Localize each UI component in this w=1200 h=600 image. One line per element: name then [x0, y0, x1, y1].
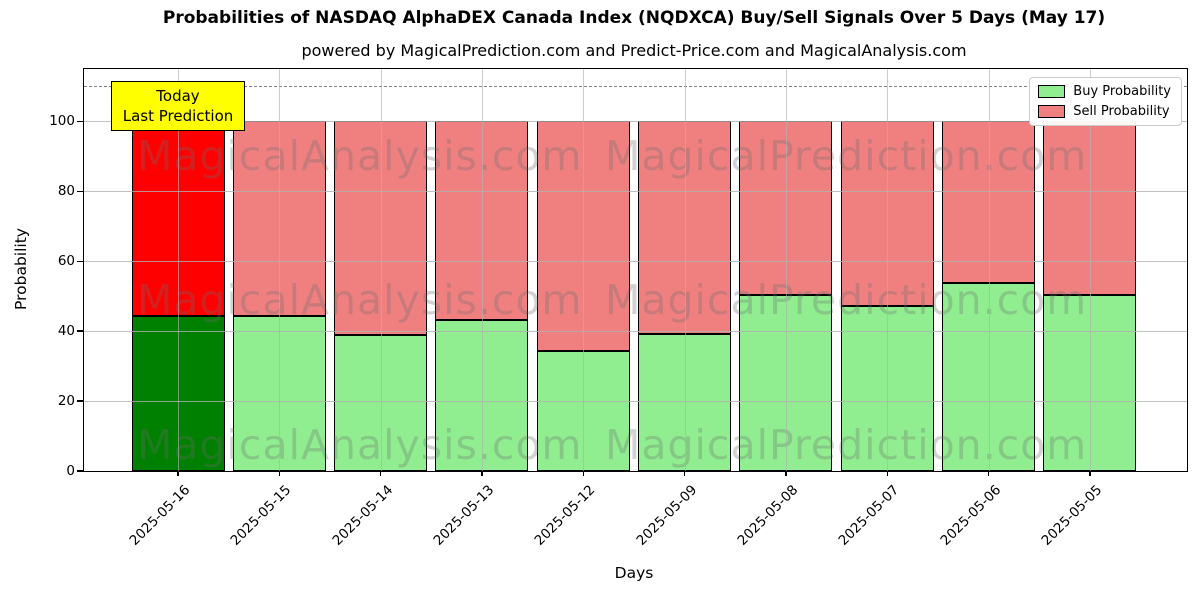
y-tick-mark	[76, 330, 83, 332]
x-tick-label: 2025-05-13	[430, 482, 498, 549]
x-tick-mark	[582, 471, 585, 476]
bar-group	[1043, 121, 1137, 471]
x-tick-mark	[886, 471, 889, 476]
bar-segment-divider	[639, 332, 731, 335]
bar-segment-divider	[436, 318, 528, 321]
threshold-dashed-line	[84, 86, 1187, 88]
today-annotation-line1: Today	[156, 86, 200, 105]
y-tick-mark	[76, 470, 83, 472]
x-tick-label: 2025-05-14	[329, 482, 396, 549]
y-tick-label: 20	[57, 393, 75, 410]
y-tick-mark	[76, 260, 83, 262]
y-tick-label: 100	[49, 113, 75, 130]
bar-buy-segment	[639, 333, 731, 470]
y-tick-mark	[76, 190, 83, 193]
plot-area: Buy Probability Sell Probability Today L…	[49, 68, 1188, 549]
x-tick-mark	[987, 471, 990, 476]
y-tick-mark	[76, 400, 83, 402]
bar-segment-divider	[943, 281, 1035, 284]
x-tick-mark	[683, 471, 686, 476]
x-tick-mark	[177, 471, 179, 476]
x-tick-label: 2025-05-09	[633, 482, 700, 549]
y-axis-label: Probability	[12, 228, 30, 310]
legend-swatch-sell	[1038, 105, 1066, 118]
y-tick-label: 0	[66, 463, 75, 479]
y-tick-label: 80	[57, 183, 75, 200]
bar-segment-divider	[335, 334, 427, 337]
bar-buy-segment	[740, 295, 832, 470]
bar-buy-segment	[537, 351, 629, 470]
bar-buy-segment	[841, 305, 933, 470]
bar-sell-segment	[436, 122, 528, 320]
legend: Buy Probability Sell Probability	[1029, 77, 1182, 126]
bar-group	[638, 121, 732, 471]
bar-segment-divider	[1044, 294, 1136, 297]
x-tick-label: 2025-05-05	[1038, 482, 1106, 549]
x-tick-label: 2025-05-12	[531, 482, 599, 549]
bar-sell-segment	[132, 122, 224, 317]
bar-buy-segment	[943, 282, 1035, 470]
bar-sell-segment	[335, 122, 427, 336]
bar-buy-segment	[1044, 295, 1136, 470]
bar-buy-segment	[436, 319, 528, 470]
x-axis-label: Days	[614, 564, 654, 582]
bar-group	[334, 121, 428, 471]
legend-label-buy: Buy Probability	[1073, 84, 1171, 99]
x-tick-mark	[1089, 471, 1091, 476]
y-tick-mark	[76, 120, 83, 123]
bar-group	[536, 121, 630, 471]
x-tick-mark	[785, 471, 787, 476]
bar-group	[739, 121, 833, 471]
bar-segment-divider	[132, 315, 224, 318]
bar-segment-divider	[233, 315, 325, 318]
x-tick-mark	[481, 471, 483, 476]
bar-sell-segment	[740, 122, 832, 296]
y-tick-label: 60	[57, 253, 75, 270]
chart-title: Probabilities of NASDAQ AlphaDEX Canada …	[162, 8, 1106, 28]
legend-item-buy: Buy Probability	[1038, 84, 1171, 99]
bar-sell-segment	[841, 122, 933, 306]
bar-group-today	[131, 121, 225, 471]
x-tick-label: 2025-05-08	[734, 482, 802, 549]
chart-subtitle: powered by MagicalPrediction.com and Pre…	[301, 41, 967, 60]
bar-segment-divider	[740, 294, 832, 297]
bar-sell-segment	[233, 122, 325, 317]
bar-group	[435, 121, 529, 471]
legend-item-sell: Sell Probability	[1038, 104, 1171, 119]
x-tick-label: 2025-05-06	[937, 482, 1004, 549]
bar-group	[232, 121, 326, 471]
bar-group	[942, 121, 1036, 471]
bar-group	[840, 121, 934, 471]
bar-buy-segment	[233, 316, 325, 470]
x-tick-mark	[379, 471, 382, 476]
x-tick-label: 2025-05-15	[227, 482, 295, 549]
today-annotation-line2: Last Prediction	[122, 107, 234, 125]
today-annotation: Today Last Prediction	[111, 81, 245, 131]
bar-sell-segment	[1044, 122, 1136, 296]
x-tick-label: 2025-05-16	[126, 482, 194, 549]
bar-sell-segment	[639, 122, 731, 334]
bar-sell-segment	[537, 122, 629, 352]
bar-buy-segment	[335, 335, 427, 470]
y-tick-label: 40	[57, 323, 75, 340]
bar-segment-divider	[537, 350, 629, 353]
legend-label-sell: Sell Probability	[1073, 104, 1170, 119]
bar-segment-divider	[841, 304, 933, 307]
bar-buy-segment	[132, 316, 224, 470]
legend-swatch-buy	[1038, 85, 1066, 98]
x-tick-label: 2025-05-07	[835, 482, 903, 549]
bar-sell-segment	[943, 122, 1035, 283]
x-tick-mark	[278, 471, 281, 476]
